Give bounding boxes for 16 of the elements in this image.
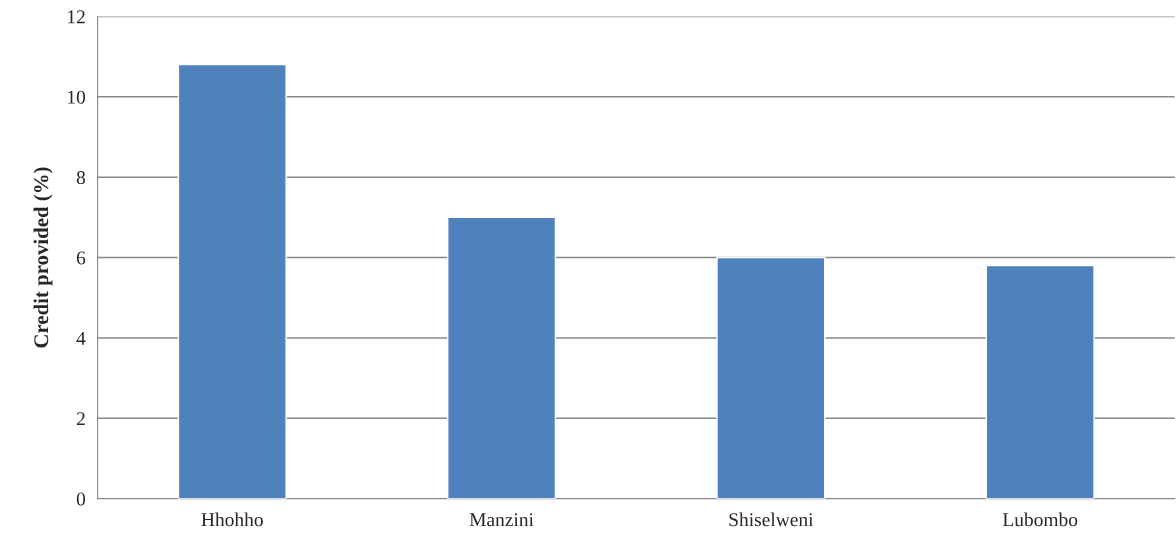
- y-tick-label: 6: [76, 251, 86, 265]
- bar: [716, 256, 826, 499]
- bar: [985, 264, 1095, 499]
- bar: [447, 216, 557, 499]
- x-tick-label: Hhohho: [201, 512, 263, 527]
- y-tick-label: 2: [76, 412, 85, 426]
- y-tick-label: 8: [76, 171, 86, 185]
- y-tick-label: 12: [68, 10, 85, 24]
- x-tick-label: Lubombo: [1002, 512, 1078, 527]
- y-tick-label: 4: [76, 331, 86, 345]
- x-tick-label: Manzini: [469, 513, 534, 527]
- y-tick-label: 10: [68, 90, 86, 104]
- y-tick-label: 0: [76, 492, 86, 506]
- bar: [177, 63, 287, 499]
- x-tick-label: Shiselweni: [729, 512, 814, 527]
- y-axis-title: Credit provided (%): [33, 167, 53, 348]
